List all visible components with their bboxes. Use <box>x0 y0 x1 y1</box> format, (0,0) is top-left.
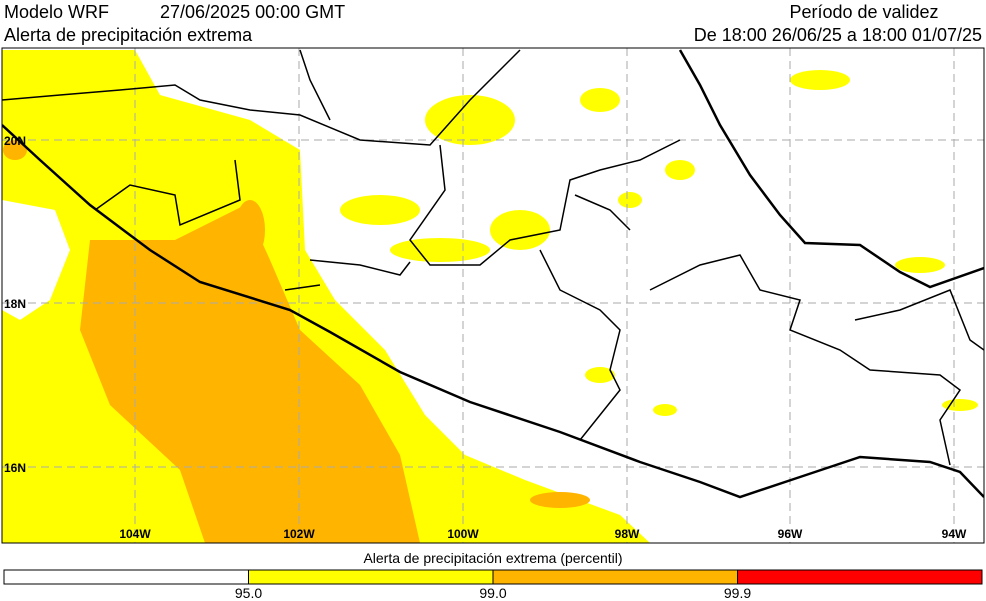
precip-99 <box>80 205 420 543</box>
lon-label: 100W <box>447 527 479 541</box>
lat-labels: 20N 18N 16N <box>4 134 26 475</box>
lat-label: 18N <box>4 297 26 311</box>
dry-patch <box>2 200 70 320</box>
lon-label: 104W <box>119 527 151 541</box>
lon-label: 98W <box>615 527 640 541</box>
map: 20N 18N 16N 104W 102W 100W 98W 96W 94W <box>1 47 985 544</box>
pacific-coast <box>2 124 984 499</box>
state-borders <box>2 49 984 466</box>
colorbar: 95.0 99.0 99.9 <box>3 569 983 601</box>
lon-label: 102W <box>283 527 315 541</box>
graticule <box>2 48 984 543</box>
lat-label: 16N <box>4 461 26 475</box>
lon-label: 96W <box>778 527 803 541</box>
precip-99-patches <box>3 140 590 508</box>
colorbar-segment <box>737 569 983 585</box>
product-title: Alerta de precipitación extrema <box>4 25 253 45</box>
colorbar-label: 95.0 <box>235 585 262 601</box>
lat-label: 20N <box>4 134 26 148</box>
colorbar-segment <box>248 569 494 585</box>
lon-label: 94W <box>942 527 967 541</box>
colorbar-segment <box>492 569 738 585</box>
precip-95-patches <box>340 70 978 416</box>
validity-title: Período de validez <box>789 2 938 22</box>
model-name: Modelo WRF <box>4 2 109 22</box>
colorbar-segment <box>3 569 249 585</box>
run-date: 27/06/2025 00:00 GMT <box>160 2 345 22</box>
map-frame <box>1 47 985 544</box>
colorbar-label: 99.0 <box>479 585 506 601</box>
lon-labels: 104W 102W 100W 98W 96W 94W <box>119 527 967 541</box>
gulf-coast <box>678 49 984 289</box>
legend-title: Alerta de precipitación extrema (percent… <box>363 550 622 566</box>
colorbar-label: 99.9 <box>724 585 751 601</box>
validity-range: De 18:00 26/06/25 a 18:00 01/07/25 <box>694 25 982 45</box>
